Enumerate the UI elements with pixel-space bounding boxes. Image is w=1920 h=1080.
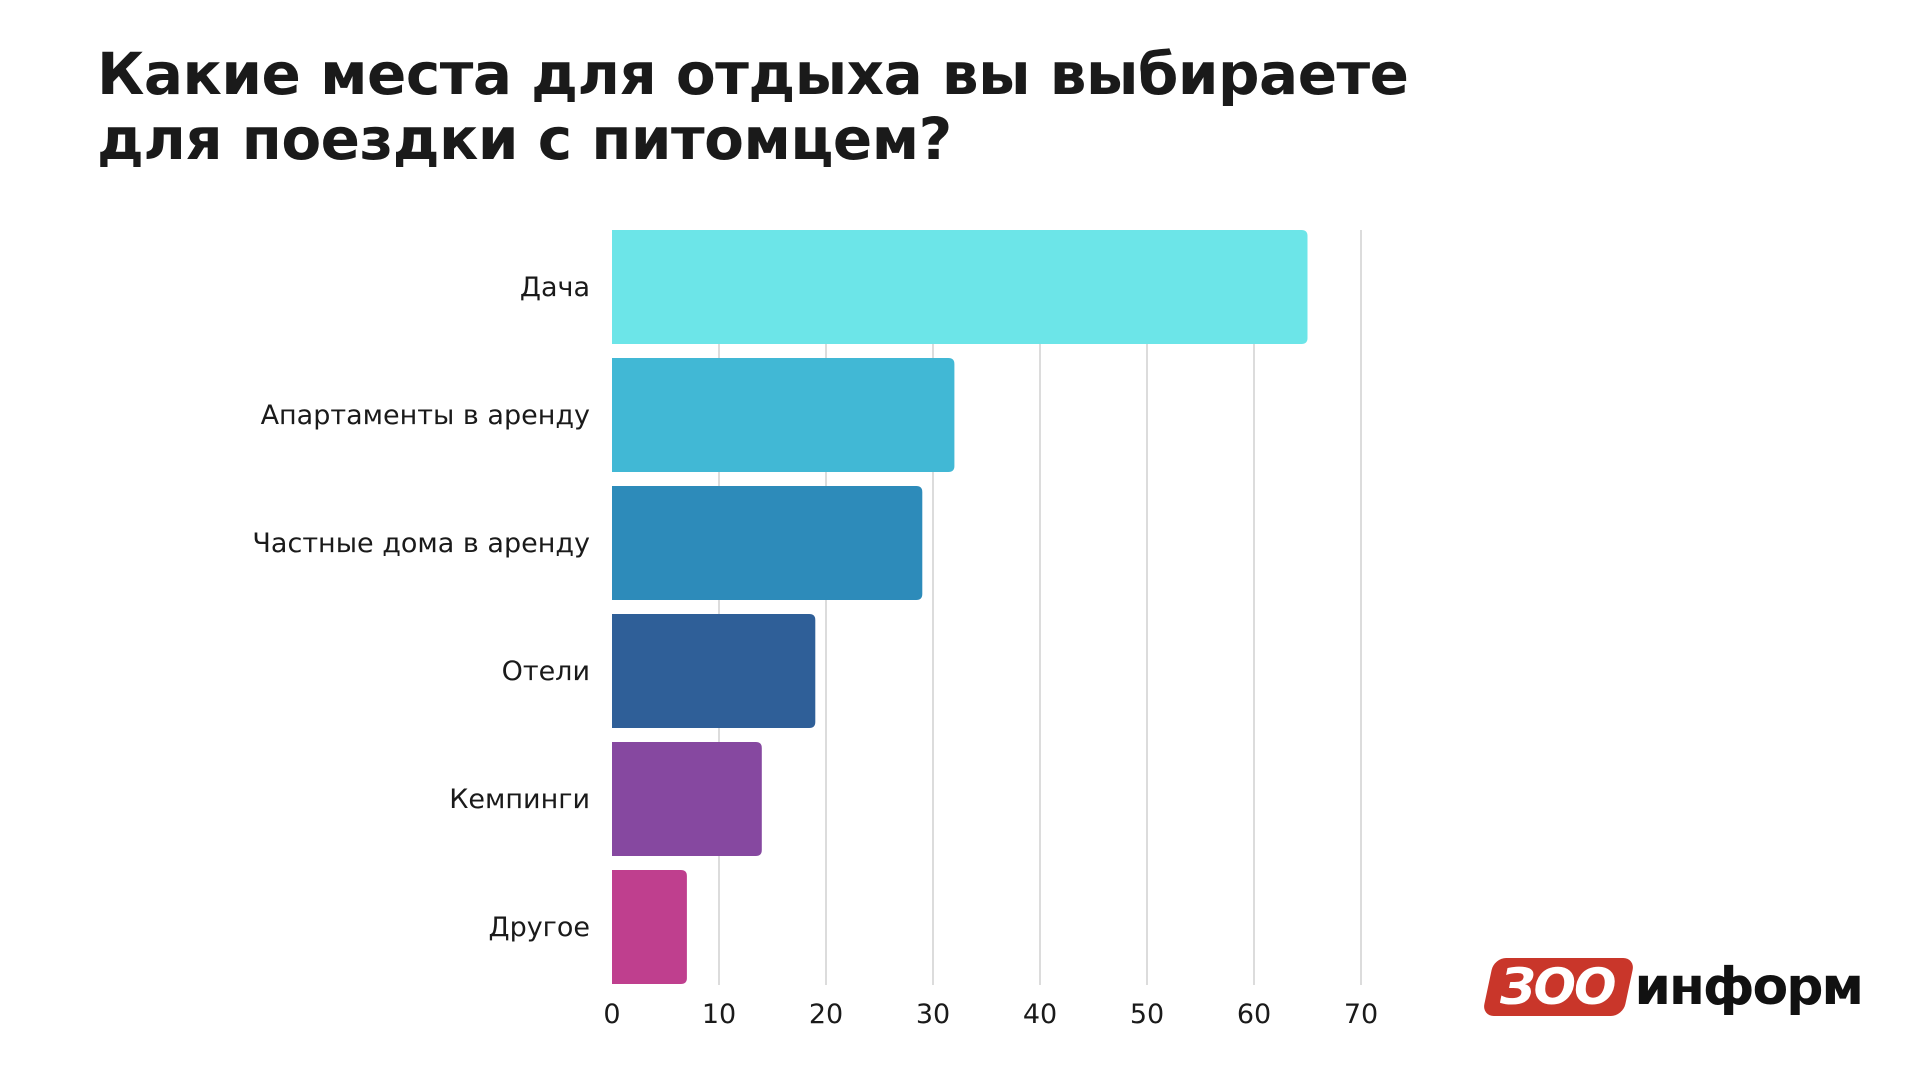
x-tick-label: 30 (916, 999, 950, 1030)
zooinform-logo: ЗОО информ (1488, 954, 1864, 1020)
category-label: Частные дома в аренду (252, 528, 590, 559)
bars (612, 230, 1308, 984)
chart-title: Какие места для отдыха вы выбираете для … (97, 42, 1497, 172)
category-label: Апартаменты в аренду (261, 400, 590, 431)
category-labels: Дача Апартаменты в аренду Частные дома в а… (252, 272, 590, 943)
bar (612, 870, 687, 984)
logo-badge: ЗОО (1488, 958, 1629, 1016)
x-tick-label: 20 (809, 999, 843, 1030)
category-label: Отели (502, 656, 590, 687)
x-axis-ticks: 0 10 20 30 40 50 60 70 (603, 999, 1378, 1030)
logo-zoo-text: ЗОО (1500, 958, 1617, 1016)
grid-lines (718, 230, 1362, 985)
logo-inform-text: информ (1634, 957, 1864, 1017)
x-tick-label: 50 (1130, 999, 1164, 1030)
category-label: Кемпинги (449, 784, 590, 815)
x-tick-label: 70 (1344, 999, 1378, 1030)
bar (612, 742, 762, 856)
chart-title-line-1: Какие места для отдыха вы выбираете (97, 40, 1409, 108)
x-tick-label: 60 (1237, 999, 1271, 1030)
chart-title-line-2: для поездки с питомцем? (97, 105, 952, 173)
x-tick-label: 10 (702, 999, 736, 1030)
category-label: Другое (488, 912, 590, 943)
category-label: Дача (520, 272, 590, 303)
x-tick-label: 40 (1023, 999, 1057, 1030)
bar (612, 230, 1308, 344)
bar (612, 614, 816, 728)
bar (612, 358, 955, 472)
x-tick-label: 0 (603, 999, 620, 1030)
bar (612, 486, 923, 600)
